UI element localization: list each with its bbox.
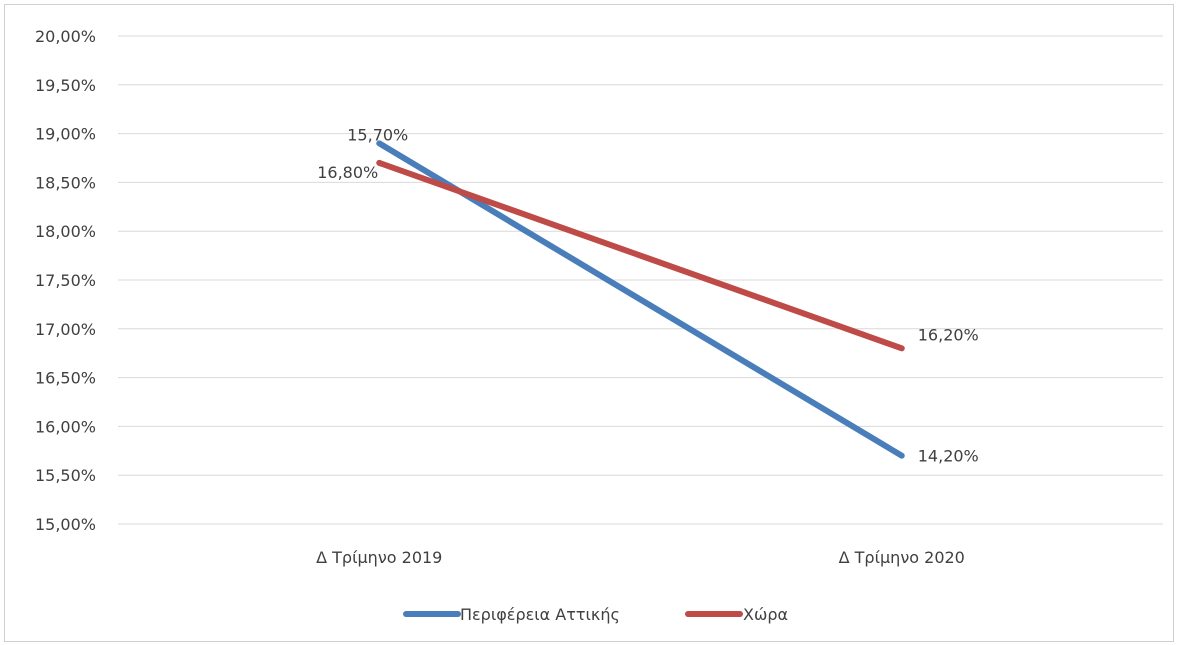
y-tick-label: 18,00% xyxy=(35,222,96,241)
series-line-2 xyxy=(376,159,905,352)
data-label: 15,70% xyxy=(347,125,408,144)
y-tick-label: 19,00% xyxy=(35,125,96,144)
legend-label: Περιφέρεια Αττικής xyxy=(460,605,620,624)
x-tick-label: Δ Τρίμηνο 2019 xyxy=(316,548,442,567)
y-tick-label: 15,00% xyxy=(35,515,96,534)
data-label: 16,20% xyxy=(918,325,979,344)
x-tick-label: Δ Τρίμηνο 2020 xyxy=(839,548,965,567)
legend-label: Χώρα xyxy=(743,605,788,624)
chart-area xyxy=(4,4,1174,642)
y-tick-label: 16,00% xyxy=(35,417,96,436)
y-axis-ticks: 15,00% 15,50% 16,00% 16,50% 17,00% 17,50% 18,0… xyxy=(35,27,96,534)
data-labels: 15,70% 14,20% 16,80% 16,20% xyxy=(317,125,979,465)
legend: Περιφέρεια Αττικής Χώρα xyxy=(403,605,788,624)
data-label: 14,20% xyxy=(918,447,979,466)
y-tick-label: 17,50% xyxy=(35,271,96,290)
y-tick-label: 16,50% xyxy=(35,369,96,388)
data-label: 16,80% xyxy=(317,163,378,182)
series-lines xyxy=(376,140,905,459)
y-tick-label: 20,00% xyxy=(35,27,96,46)
gridlines xyxy=(118,35,1163,525)
y-tick-label: 17,00% xyxy=(35,320,96,339)
y-tick-label: 18,50% xyxy=(35,173,96,192)
y-tick-label: 19,50% xyxy=(35,76,96,95)
y-tick-label: 15,50% xyxy=(35,466,96,485)
x-axis-ticks: Δ Τρίμηνο 2019 Δ Τρίμηνο 2020 xyxy=(316,548,965,567)
